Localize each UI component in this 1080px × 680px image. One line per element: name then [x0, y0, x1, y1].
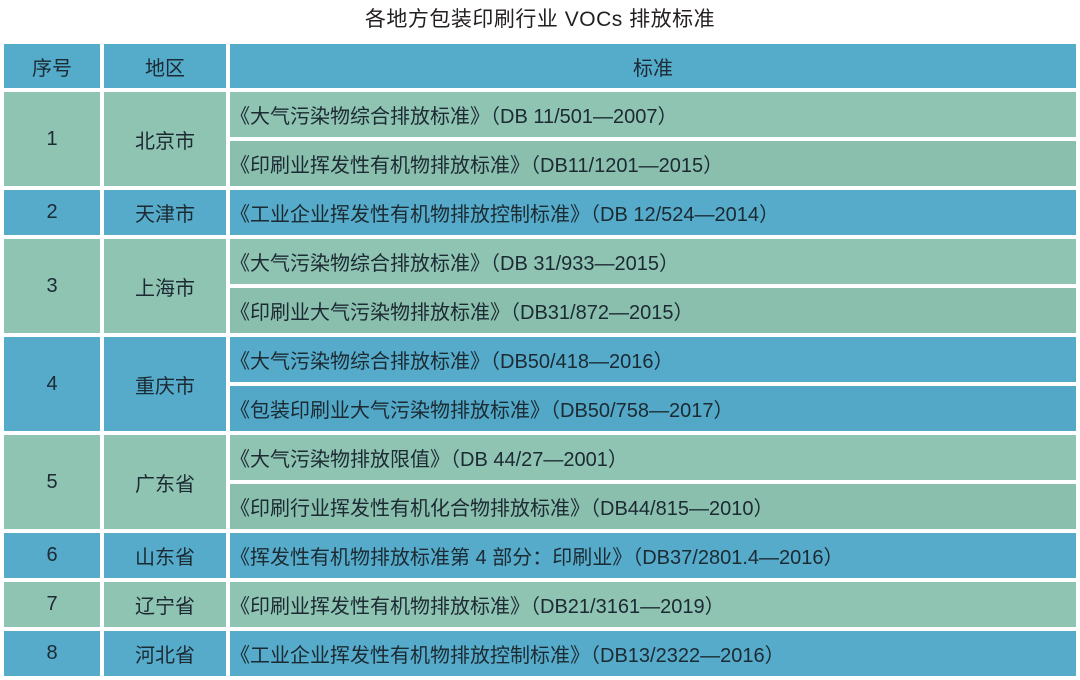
row-index-cell: 4: [4, 337, 100, 431]
row-index-cell: 2: [4, 190, 100, 235]
row-index-cell: 8: [4, 631, 100, 676]
table-row: 《印刷业大气污染物排放标准》（DB31/872—2015）: [4, 288, 1076, 333]
table-row: 《包装印刷业大气污染物排放标准》（DB50/758—2017）: [4, 386, 1076, 431]
row-standard-cell: 《大气污染物综合排放标准》（DB 31/933—2015）: [230, 239, 1076, 284]
row-region-cell: 辽宁省: [104, 582, 226, 627]
table-row: 8 河北省 《工业企业挥发性有机物排放控制标准》（DB13/2322—2016）: [4, 631, 1076, 676]
row-region-cell: 广东省: [104, 435, 226, 529]
row-region-cell: 山东省: [104, 533, 226, 578]
table-body: 1 北京市 《大气污染物综合排放标准》（DB 11/501—2007） 《印刷业挥发性…: [4, 92, 1076, 676]
row-standard-cell: 《印刷业大气污染物排放标准》（DB31/872—2015）: [230, 288, 1076, 333]
table-row: 1 北京市 《大气污染物综合排放标准》（DB 11/501—2007）: [4, 92, 1076, 186]
row-standard-cell: 《包装印刷业大气污染物排放标准》（DB50/758—2017）: [230, 386, 1076, 431]
column-header-region: 地区: [104, 44, 226, 88]
table-row: 《印刷行业挥发性有机化合物排放标准》（DB44/815—2010）: [4, 484, 1076, 529]
standards-table: 序号 地区 标准 1 北京市 《大气污染物综合排放标准》（DB 11/501—200…: [0, 40, 1080, 680]
row-region-cell: 北京市: [104, 92, 226, 186]
table-header: 序号 地区 标准: [4, 44, 1076, 88]
row-index-cell: 6: [4, 533, 100, 578]
table-row: 《印刷业挥发性有机物排放标准》（DB11/1201—2015）: [4, 141, 1076, 186]
row-index-cell: 7: [4, 582, 100, 627]
row-region-cell: 河北省: [104, 631, 226, 676]
row-standard-cell: 《工业企业挥发性有机物排放控制标准》（DB13/2322—2016）: [230, 631, 1076, 676]
table-row: 7 辽宁省 《印刷业挥发性有机物排放标准》（DB21/3161—2019）: [4, 582, 1076, 627]
row-standard-cell: 《印刷业挥发性有机物排放标准》（DB11/1201—2015）: [230, 141, 1076, 186]
row-index-cell: 5: [4, 435, 100, 529]
page-title: 各地方包装印刷行业 VOCs 排放标准: [364, 8, 716, 31]
row-standard-cell: 《大气污染物排放限值》（DB 44/27—2001）: [230, 435, 1076, 480]
row-region-cell: 重庆市: [104, 337, 226, 431]
table-row: 3 上海市 《大气污染物综合排放标准》（DB 31/933—2015）: [4, 239, 1076, 333]
row-index-cell: 3: [4, 239, 100, 333]
table-row: 4 重庆市 《大气污染物综合排放标准》（DB50/418—2016）: [4, 337, 1076, 431]
table-row: 6 山东省 《挥发性有机物排放标准第 4 部分：印刷业》（DB37/2801.4—2…: [4, 533, 1076, 578]
table-row: 2 天津市 《工业企业挥发性有机物排放控制标准》（DB 12/524—2014）: [4, 190, 1076, 235]
row-standard-cell: 《印刷业挥发性有机物排放标准》（DB21/3161—2019）: [230, 582, 1076, 627]
row-standard-cell: 《大气污染物综合排放标准》（DB50/418—2016）: [230, 337, 1076, 382]
table-row: 5 广东省 《大气污染物排放限值》（DB 44/27—2001）: [4, 435, 1076, 529]
row-index-cell: 1: [4, 92, 100, 186]
header-row: 序号 地区 标准: [4, 44, 1076, 88]
column-header-index: 序号: [4, 44, 100, 88]
row-standard-cell: 《印刷行业挥发性有机化合物排放标准》（DB44/815—2010）: [230, 484, 1076, 529]
column-header-standard: 标准: [230, 44, 1076, 88]
row-standard-cell: 《挥发性有机物排放标准第 4 部分：印刷业》（DB37/2801.4—2016）: [230, 533, 1076, 578]
row-region-cell: 天津市: [104, 190, 226, 235]
row-standard-cell: 《大气污染物综合排放标准》（DB 11/501—2007）: [230, 92, 1076, 137]
row-region-cell: 上海市: [104, 239, 226, 333]
row-standard-cell: 《工业企业挥发性有机物排放控制标准》（DB 12/524—2014）: [230, 190, 1076, 235]
